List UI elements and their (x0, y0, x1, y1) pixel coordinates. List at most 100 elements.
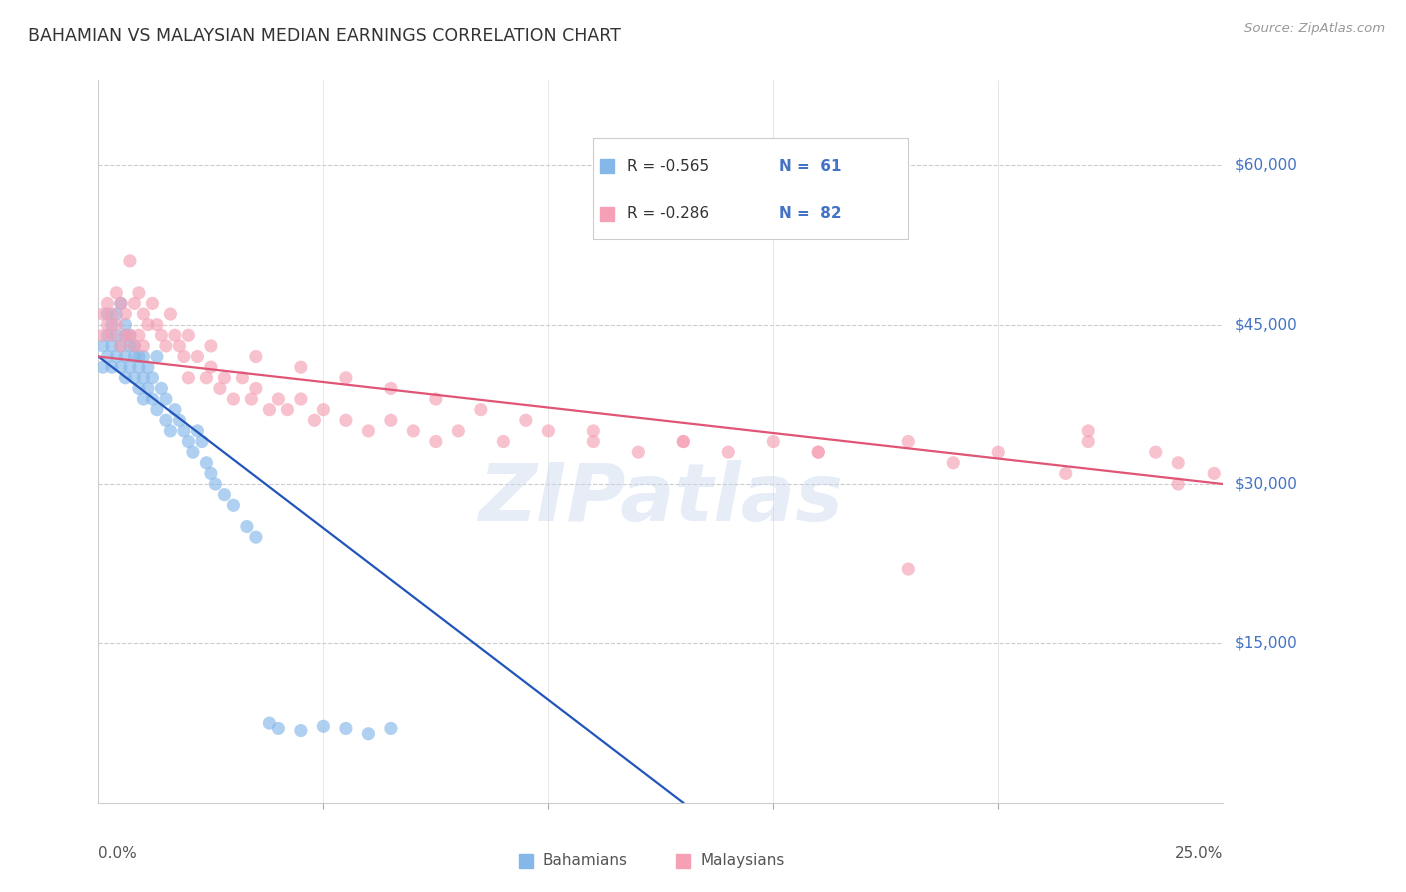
Point (222, 498, 245, 512)
Point (240, 392, 263, 406)
Point (146, 350, 169, 364)
Point (114, 318, 136, 332)
Point (425, 392, 447, 406)
Point (124, 350, 146, 364)
Point (582, 424, 605, 438)
Point (101, 307, 124, 321)
Point (128, 350, 150, 364)
Point (128, 381, 150, 395)
Point (155, 339, 177, 353)
Point (132, 350, 155, 364)
Point (177, 328, 200, 343)
Point (141, 296, 163, 310)
FancyBboxPatch shape (593, 138, 908, 239)
Text: Bahamians: Bahamians (543, 853, 627, 868)
Point (96, 307, 118, 321)
Text: $45,000: $45,000 (1234, 318, 1298, 332)
Point (105, 350, 128, 364)
Point (222, 392, 245, 406)
Text: $60,000: $60,000 (1234, 158, 1298, 173)
Point (118, 328, 141, 343)
Point (1077, 434, 1099, 449)
Point (132, 392, 155, 406)
Point (259, 716, 281, 731)
Point (1167, 456, 1189, 470)
Point (141, 392, 163, 406)
Point (236, 519, 259, 533)
Point (146, 318, 169, 332)
Point (124, 339, 146, 353)
Point (114, 307, 136, 321)
Point (807, 445, 830, 459)
Point (128, 285, 150, 300)
Point (231, 371, 253, 385)
Point (214, 371, 236, 385)
Text: R = -0.565: R = -0.565 (627, 159, 709, 174)
Point (897, 434, 920, 449)
Point (118, 339, 141, 353)
Text: N =  82: N = 82 (779, 206, 842, 221)
Point (177, 434, 200, 449)
Point (128, 328, 150, 343)
Point (515, 413, 537, 427)
Text: N =  61: N = 61 (779, 159, 841, 174)
Point (169, 413, 191, 427)
Point (101, 318, 124, 332)
Point (267, 722, 290, 736)
Point (118, 328, 141, 343)
Point (159, 307, 181, 321)
Point (118, 253, 141, 268)
Point (132, 307, 155, 321)
Point (357, 424, 380, 438)
Point (91, 360, 114, 375)
Point (101, 339, 124, 353)
Point (942, 456, 965, 470)
Point (191, 434, 214, 449)
Point (245, 350, 267, 364)
Point (173, 350, 195, 364)
Point (96, 328, 118, 343)
Point (114, 328, 136, 343)
Point (163, 402, 186, 417)
Point (1144, 445, 1167, 459)
Point (447, 424, 470, 438)
Text: BAHAMIAN VS MALAYSIAN MEDIAN EARNINGS CORRELATION CHART: BAHAMIAN VS MALAYSIAN MEDIAN EARNINGS CO… (28, 27, 621, 45)
Point (150, 381, 173, 395)
Point (132, 339, 155, 353)
Point (155, 392, 177, 406)
Point (1167, 477, 1189, 491)
Point (897, 562, 920, 576)
Point (110, 360, 132, 375)
Point (200, 360, 222, 375)
Point (105, 318, 128, 332)
Point (195, 456, 218, 470)
Text: Malaysians: Malaysians (700, 853, 785, 868)
Point (141, 371, 163, 385)
Point (150, 328, 173, 343)
Point (807, 445, 830, 459)
Point (214, 488, 236, 502)
Point (110, 339, 132, 353)
Point (335, 413, 357, 427)
Point (470, 402, 492, 417)
Point (91, 328, 114, 343)
Point (91, 339, 114, 353)
Point (163, 328, 186, 343)
Point (177, 371, 200, 385)
Point (1054, 467, 1077, 481)
Point (259, 402, 281, 417)
Point (335, 722, 357, 736)
Point (96, 318, 118, 332)
Text: 0.0%: 0.0% (98, 847, 138, 861)
Point (492, 434, 515, 449)
Point (136, 318, 159, 332)
Point (114, 371, 136, 385)
Point (204, 477, 226, 491)
Point (146, 402, 169, 417)
Text: $15,000: $15,000 (1234, 636, 1298, 651)
Point (357, 727, 380, 741)
Point (136, 381, 159, 395)
Point (762, 434, 785, 449)
Point (276, 402, 298, 417)
Point (402, 424, 425, 438)
